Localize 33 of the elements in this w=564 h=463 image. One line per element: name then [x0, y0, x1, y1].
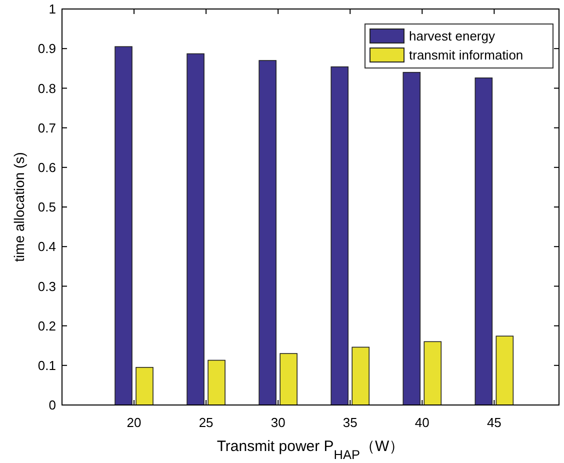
bar: [330, 66, 349, 406]
bar: [352, 346, 370, 406]
y-tick-label: 0.3: [38, 278, 56, 294]
y-tick-label: 0: [48, 398, 56, 413]
y-tick-label: 1: [48, 2, 56, 17]
y-tick-label: 0.4: [38, 239, 56, 254]
bar: [258, 60, 276, 406]
x-tick-label: 20: [126, 415, 142, 430]
y-tick-label: 0.5: [38, 200, 56, 215]
x-tick-label: 30: [270, 415, 286, 430]
bar: [136, 366, 154, 406]
bar: [424, 341, 442, 406]
bar: [114, 46, 132, 406]
x-tick-label: 40: [414, 415, 430, 430]
y-tick-label: 0.9: [38, 41, 56, 56]
y-tick-label: 0.7: [38, 120, 56, 136]
y-tick-label: 0.2: [38, 318, 56, 334]
y-tick-label: 0.8: [38, 80, 56, 96]
y-tick-label: 0.1: [38, 358, 56, 373]
bar: [402, 72, 421, 406]
x-axis-title: Transmit power P$_{HAP}$（W）: [216, 438, 404, 462]
bar: [208, 360, 226, 406]
bar: [280, 353, 298, 406]
legend-label: transmit information: [409, 48, 524, 63]
x-tick-label: 35: [342, 415, 358, 430]
y-axis-title: time allocation (s): [11, 152, 27, 262]
legend-label: harvest energy: [409, 28, 496, 44]
bar: [474, 78, 493, 406]
x-tick-label: 25: [198, 415, 214, 430]
x-tick-label: 45: [486, 415, 502, 430]
y-tick-label: 0.6: [38, 160, 56, 175]
bar: [186, 53, 204, 406]
bar: [496, 336, 514, 406]
